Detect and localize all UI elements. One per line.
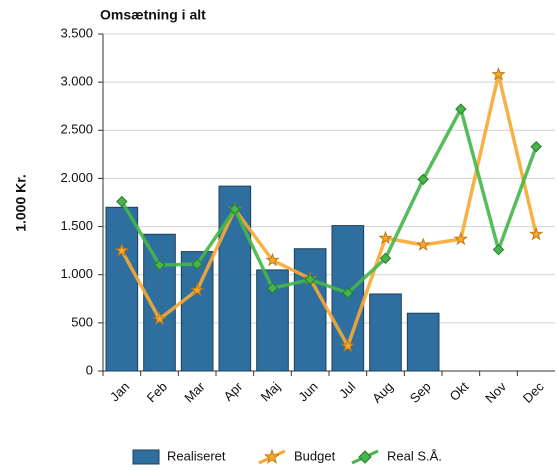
marker [116,195,128,208]
legend-label: Budget [294,448,336,463]
y-tick-label: 500 [71,314,93,329]
chart-title: Omsætning i alt [100,7,206,23]
x-tick-label: Dec [520,379,547,406]
marker [340,338,355,353]
x-tick-label: Nov [482,379,509,406]
marker [191,258,203,270]
y-tick-label: 0 [86,362,93,377]
marker [229,203,241,215]
y-tick-label: 1.500 [60,218,93,233]
marker [378,230,393,245]
bar [406,312,440,372]
bar [218,185,252,372]
x-tick-label: Feb [144,379,170,405]
y-tick-label: 2.500 [60,122,93,137]
bar [293,248,327,372]
bar [369,293,402,372]
marker [455,103,467,115]
legend-label: Realiseret [167,448,226,463]
x-tick-label: Aug [369,379,396,406]
marker [342,287,354,299]
legend-label: Real S.Å. [387,448,442,463]
marker [491,66,506,81]
line [120,107,538,295]
marker [530,140,542,153]
y-tick-label: 3.500 [60,25,93,40]
legend-marker [263,448,281,464]
legend-swatch [132,449,160,465]
marker [153,259,166,271]
y-tick-label: 1.000 [60,266,93,281]
marker [114,243,129,257]
y-tick-label: 2.000 [60,170,93,185]
x-tick-label: Maj [258,379,283,404]
bar [105,206,139,372]
x-tick-label: Okt [446,379,471,404]
x-tick-label: Sep [407,379,434,406]
marker [379,252,392,265]
x-tick-label: Apr [220,378,245,403]
marker [152,311,167,326]
marker [453,231,468,246]
marker [304,273,316,286]
marker [492,243,505,256]
marker [266,282,279,294]
marker [265,252,280,267]
x-tick-label: Jun [295,379,320,404]
marker [417,173,429,186]
y-tick-label: 3.000 [60,74,93,89]
marker [190,282,205,297]
y-axis-label: 1.000 Kr. [13,174,29,232]
x-tick-label: Mar [181,378,208,405]
legend-marker [358,450,372,464]
x-tick-label: Jan [107,379,132,404]
marker [416,237,431,251]
bar [143,233,176,372]
marker [529,226,544,241]
x-tick-label: Jul [336,379,358,401]
line [120,72,538,348]
